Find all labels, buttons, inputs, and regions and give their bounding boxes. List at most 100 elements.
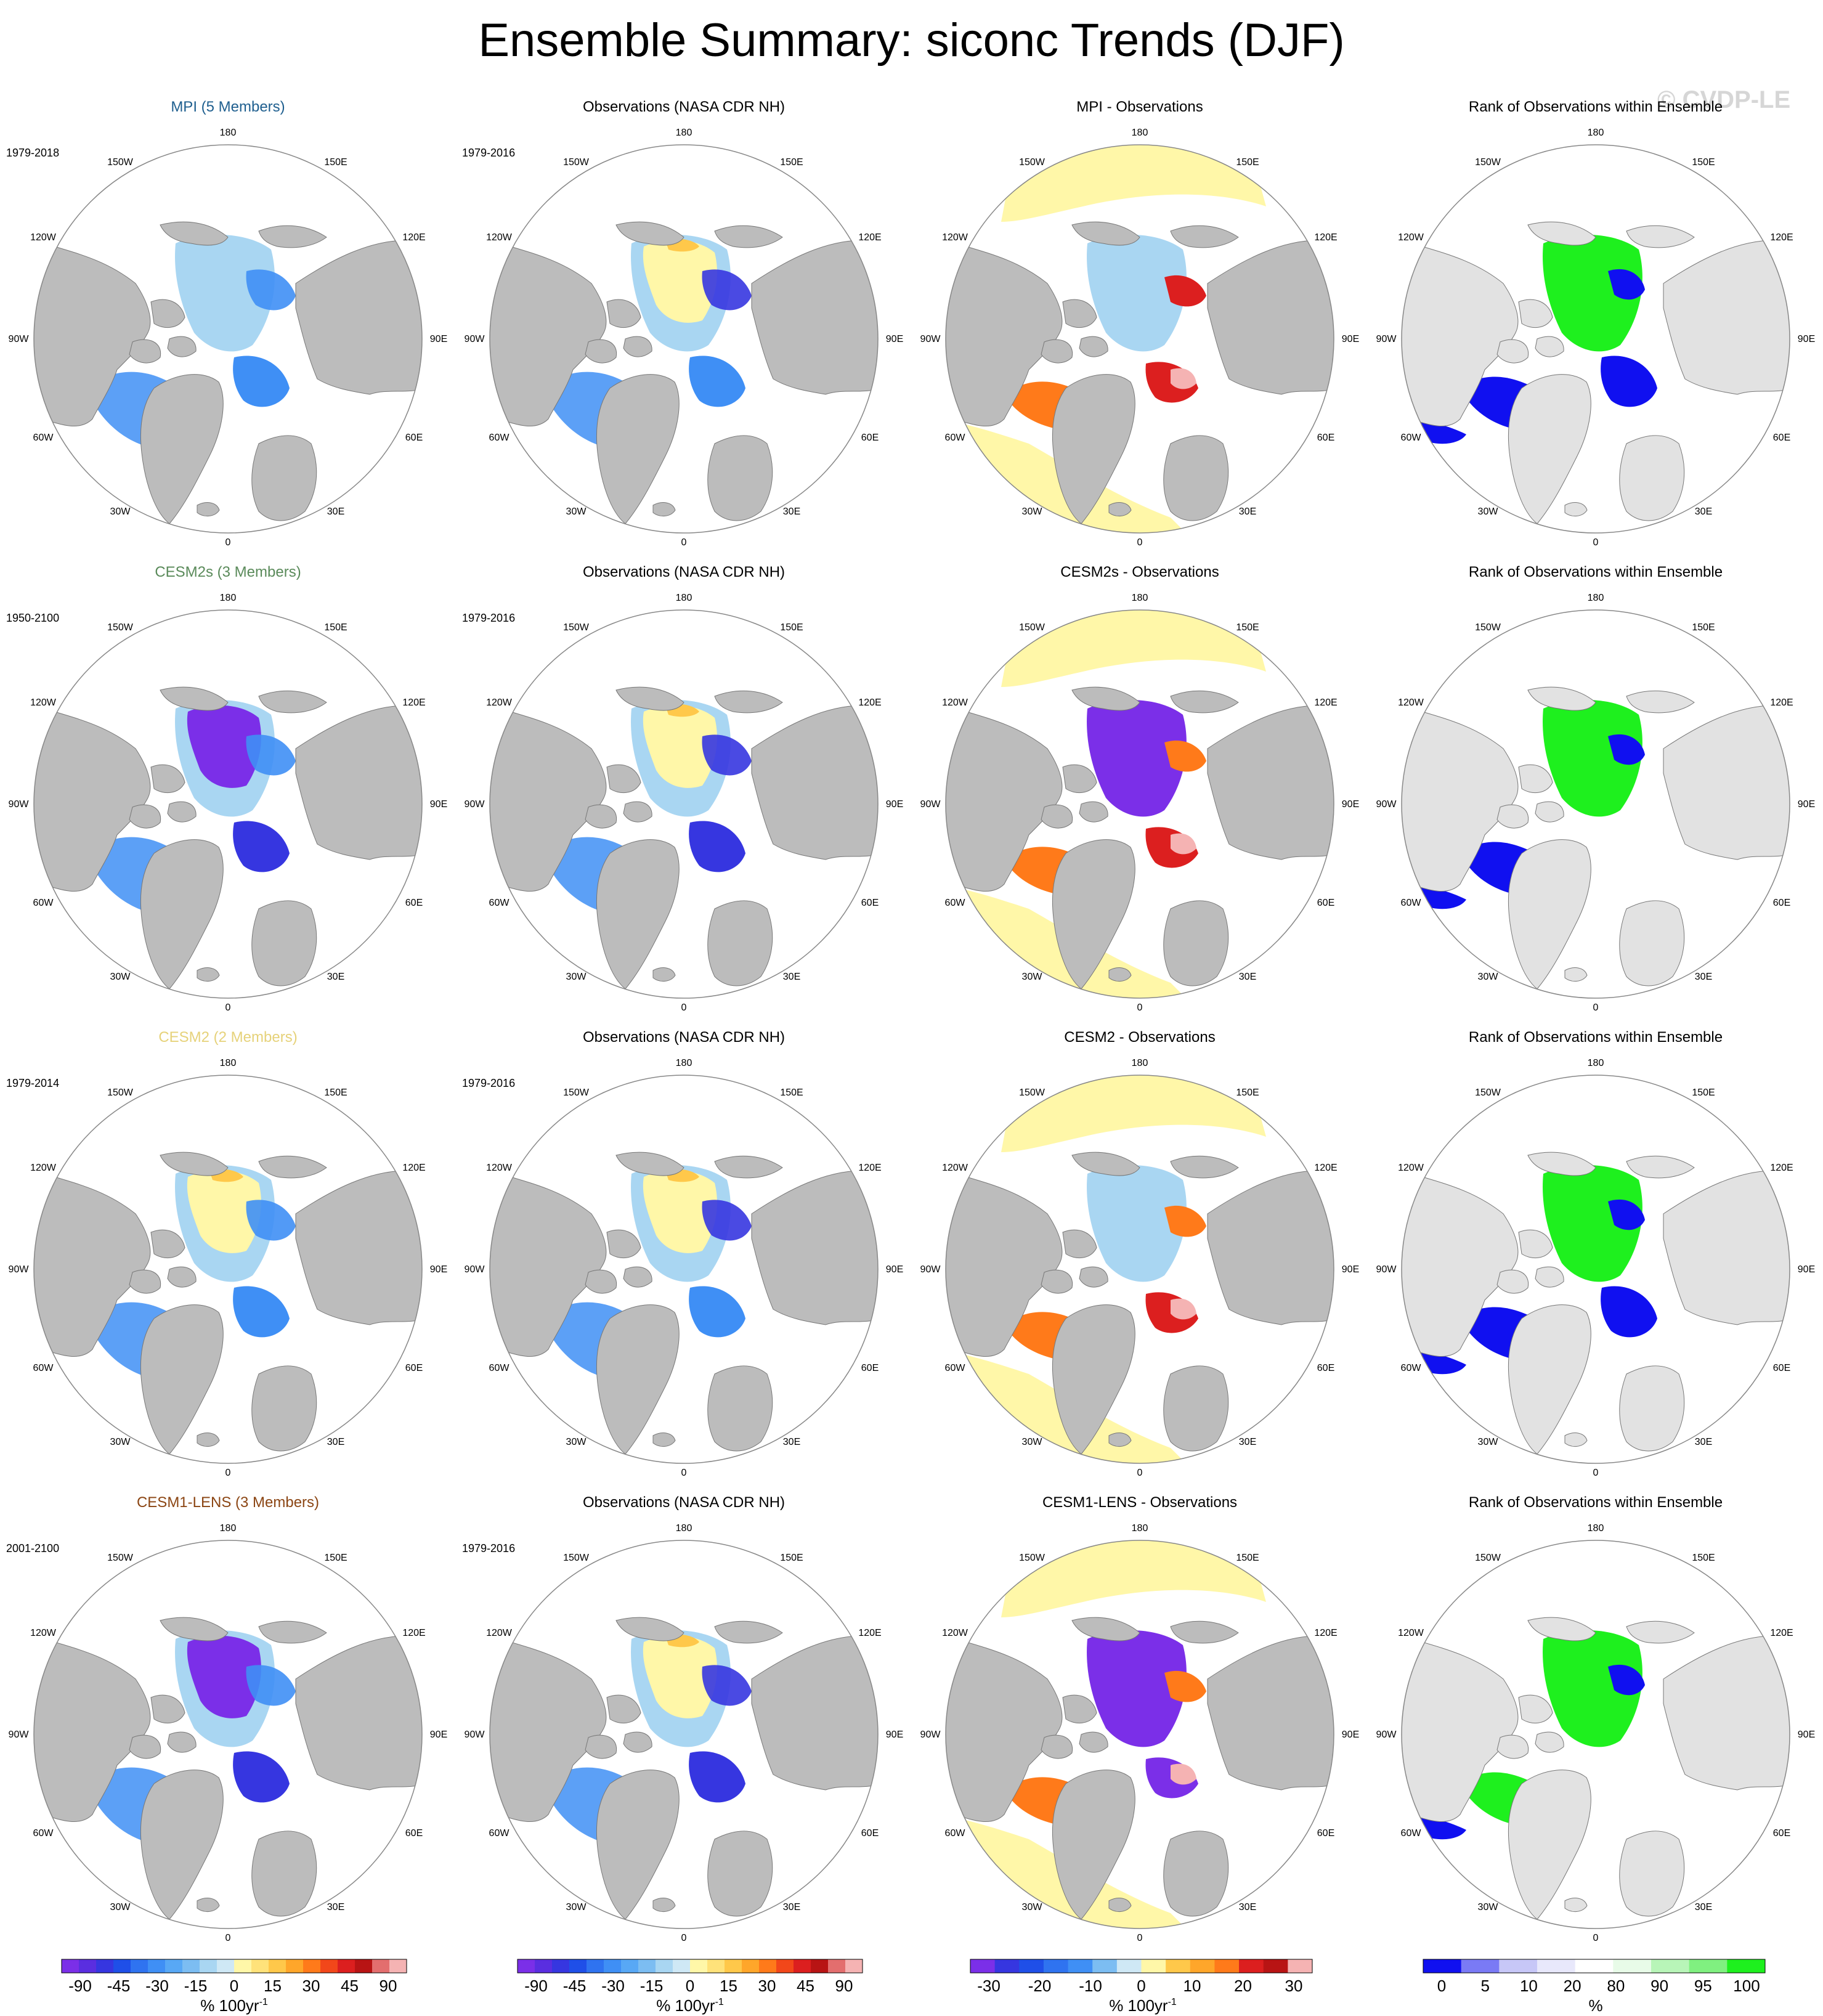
longitude-label: 150W <box>1475 622 1501 633</box>
longitude-label: 0 <box>1137 1933 1143 1943</box>
longitude-label: 60E <box>1773 898 1790 908</box>
longitude-label: 150W <box>1019 157 1045 168</box>
colorbar-tick-label: 0 <box>1437 1977 1446 1995</box>
longitude-label: 150E <box>324 622 347 633</box>
map-boundary <box>33 144 423 534</box>
longitude-label: 30E <box>783 1437 800 1447</box>
colorbar-swatch <box>794 1959 811 1973</box>
longitude-label: 90E <box>886 1729 903 1740</box>
colorbar-swatch <box>1651 1959 1690 1973</box>
longitude-label: 150W <box>563 1553 590 1563</box>
colorbar-swatch <box>1166 1959 1191 1973</box>
panel-title: Rank of Observations within Ensemble <box>1468 1494 1723 1511</box>
longitude-label: 180 <box>676 1523 692 1534</box>
map-panel-model: MPI (5 Members) 1979-2018 180 0 150W 150E 120W… <box>0 99 456 564</box>
longitude-label: 0 <box>225 1933 231 1943</box>
longitude-label: 60E <box>405 433 423 443</box>
longitude-label: 150W <box>1475 1087 1501 1098</box>
panel-title: CESM2s (3 Members) <box>155 564 301 580</box>
colorbar-tick-label: -20 <box>1028 1977 1052 1995</box>
longitude-label: 180 <box>1132 593 1148 603</box>
longitude-label: 120E <box>1314 1628 1337 1638</box>
colorbar-swatch <box>96 1959 114 1973</box>
longitude-label: 150E <box>1692 1553 1715 1563</box>
longitude-label: 30E <box>1239 1902 1256 1912</box>
longitude-label: 180 <box>1132 1058 1148 1068</box>
period-label: 1979-2018 <box>6 147 60 159</box>
colorbar-swatch <box>1537 1959 1576 1973</box>
longitude-label: 30E <box>327 1902 344 1912</box>
colorbar-tick-label: 5 <box>1480 1977 1489 1995</box>
polar-map: 180 0 150W 150E 120W 120E 90W 90E 60W 60E 30W 30E <box>920 593 1360 1013</box>
colorbar-tick-label: 45 <box>341 1977 359 1995</box>
longitude-label: 120E <box>858 1163 881 1173</box>
colorbar-swatch <box>656 1959 673 1973</box>
longitude-label: 90W <box>1376 334 1397 344</box>
longitude-label: 150E <box>1236 157 1259 168</box>
longitude-label: 180 <box>1588 128 1604 138</box>
longitude-label: 120E <box>858 232 881 243</box>
longitude-label: 0 <box>225 537 231 548</box>
colorbar-swatch <box>1263 1959 1288 1973</box>
longitude-label: 90W <box>9 799 30 810</box>
map-panel-diff: CESM1-LENS - Observations 180 0 150W 150E 120… <box>912 1494 1368 1959</box>
colorbar-tick-label: -30 <box>145 1977 169 1995</box>
longitude-label: 90W <box>465 1264 485 1275</box>
longitude-label: 60E <box>861 898 879 908</box>
longitude-label: 150E <box>1236 622 1259 633</box>
map-panel-rank: Rank of Observations within Ensemble 180 0… <box>1368 99 1823 564</box>
longitude-label: 150W <box>107 1087 134 1098</box>
longitude-label: 90E <box>1798 1729 1815 1740</box>
longitude-label: 30W <box>1022 1902 1043 1912</box>
map-boundary <box>489 144 879 534</box>
period-label: 2001-2100 <box>6 1542 60 1555</box>
longitude-label: 90W <box>920 334 941 344</box>
longitude-label: 120E <box>1770 232 1793 243</box>
map-panel-diff: MPI - Observations 180 0 150W 150E 120W 120E 90… <box>912 99 1368 564</box>
map-panel-obs: Observations (NASA CDR NH) 1979-2016 180 0 1… <box>456 99 912 564</box>
longitude-label: 120W <box>30 232 57 243</box>
longitude-label: 150E <box>1692 157 1715 168</box>
longitude-label: 90W <box>920 1264 941 1275</box>
colorbar-swatch <box>165 1959 183 1973</box>
longitude-label: 150W <box>107 157 134 168</box>
colorbar-swatch <box>1727 1959 1766 1973</box>
longitude-label: 60W <box>33 433 54 443</box>
colorbar-swatch <box>811 1959 829 1973</box>
longitude-label: 30W <box>1478 1902 1499 1912</box>
longitude-label: 60W <box>489 1828 510 1839</box>
longitude-label: 30W <box>1022 506 1043 517</box>
longitude-label: 30W <box>110 972 131 982</box>
map-panel-model: CESM2 (2 Members) 1979-2014 180 0 150W 150E 12… <box>0 1029 456 1494</box>
longitude-label: 120E <box>1770 1163 1793 1173</box>
longitude-label: 150E <box>1692 622 1715 633</box>
longitude-label: 60E <box>405 1363 423 1373</box>
longitude-label: 60E <box>1773 433 1790 443</box>
longitude-label: 60W <box>33 1828 54 1839</box>
colorbar-rank: 0 5 10 20 80 90 95 100% <box>1423 1959 1766 2015</box>
longitude-label: 120E <box>402 697 425 708</box>
longitude-label: 30W <box>566 1902 587 1912</box>
colorbar-swatch <box>1214 1959 1240 1973</box>
colorbar-swatch <box>1141 1959 1166 1973</box>
polar-map: 180 0 150W 150E 120W 120E 90W 90E 60W 60E 30W 30E <box>1376 128 1816 548</box>
longitude-label: 180 <box>676 128 692 138</box>
panel-title: CESM2 - Observations <box>1064 1029 1216 1046</box>
longitude-label: 180 <box>220 593 237 603</box>
longitude-label: 60W <box>33 1363 54 1373</box>
colorbar-tick-label: -10 <box>1079 1977 1102 1995</box>
colorbar-swatch <box>845 1959 863 1973</box>
longitude-label: 180 <box>1132 1523 1148 1534</box>
longitude-label: 60E <box>405 898 423 908</box>
map-panel-rank: Rank of Observations within Ensemble 180 0… <box>1368 564 1823 1029</box>
colorbar-swatch <box>1613 1959 1652 1973</box>
map-panel-model: CESM1-LENS (3 Members) 2001-2100 180 0 150W 1… <box>0 1494 456 1959</box>
longitude-label: 0 <box>1593 1002 1599 1013</box>
polar-map: 180 0 150W 150E 120W 120E 90W 90E 60W 60E 30W 30E <box>465 1523 904 1943</box>
longitude-label: 90E <box>430 334 447 344</box>
longitude-label: 180 <box>1132 128 1148 138</box>
period-label: 1979-2016 <box>462 612 516 624</box>
longitude-label: 150E <box>780 157 803 168</box>
longitude-label: 90E <box>1798 334 1815 344</box>
longitude-label: 0 <box>681 1933 687 1943</box>
